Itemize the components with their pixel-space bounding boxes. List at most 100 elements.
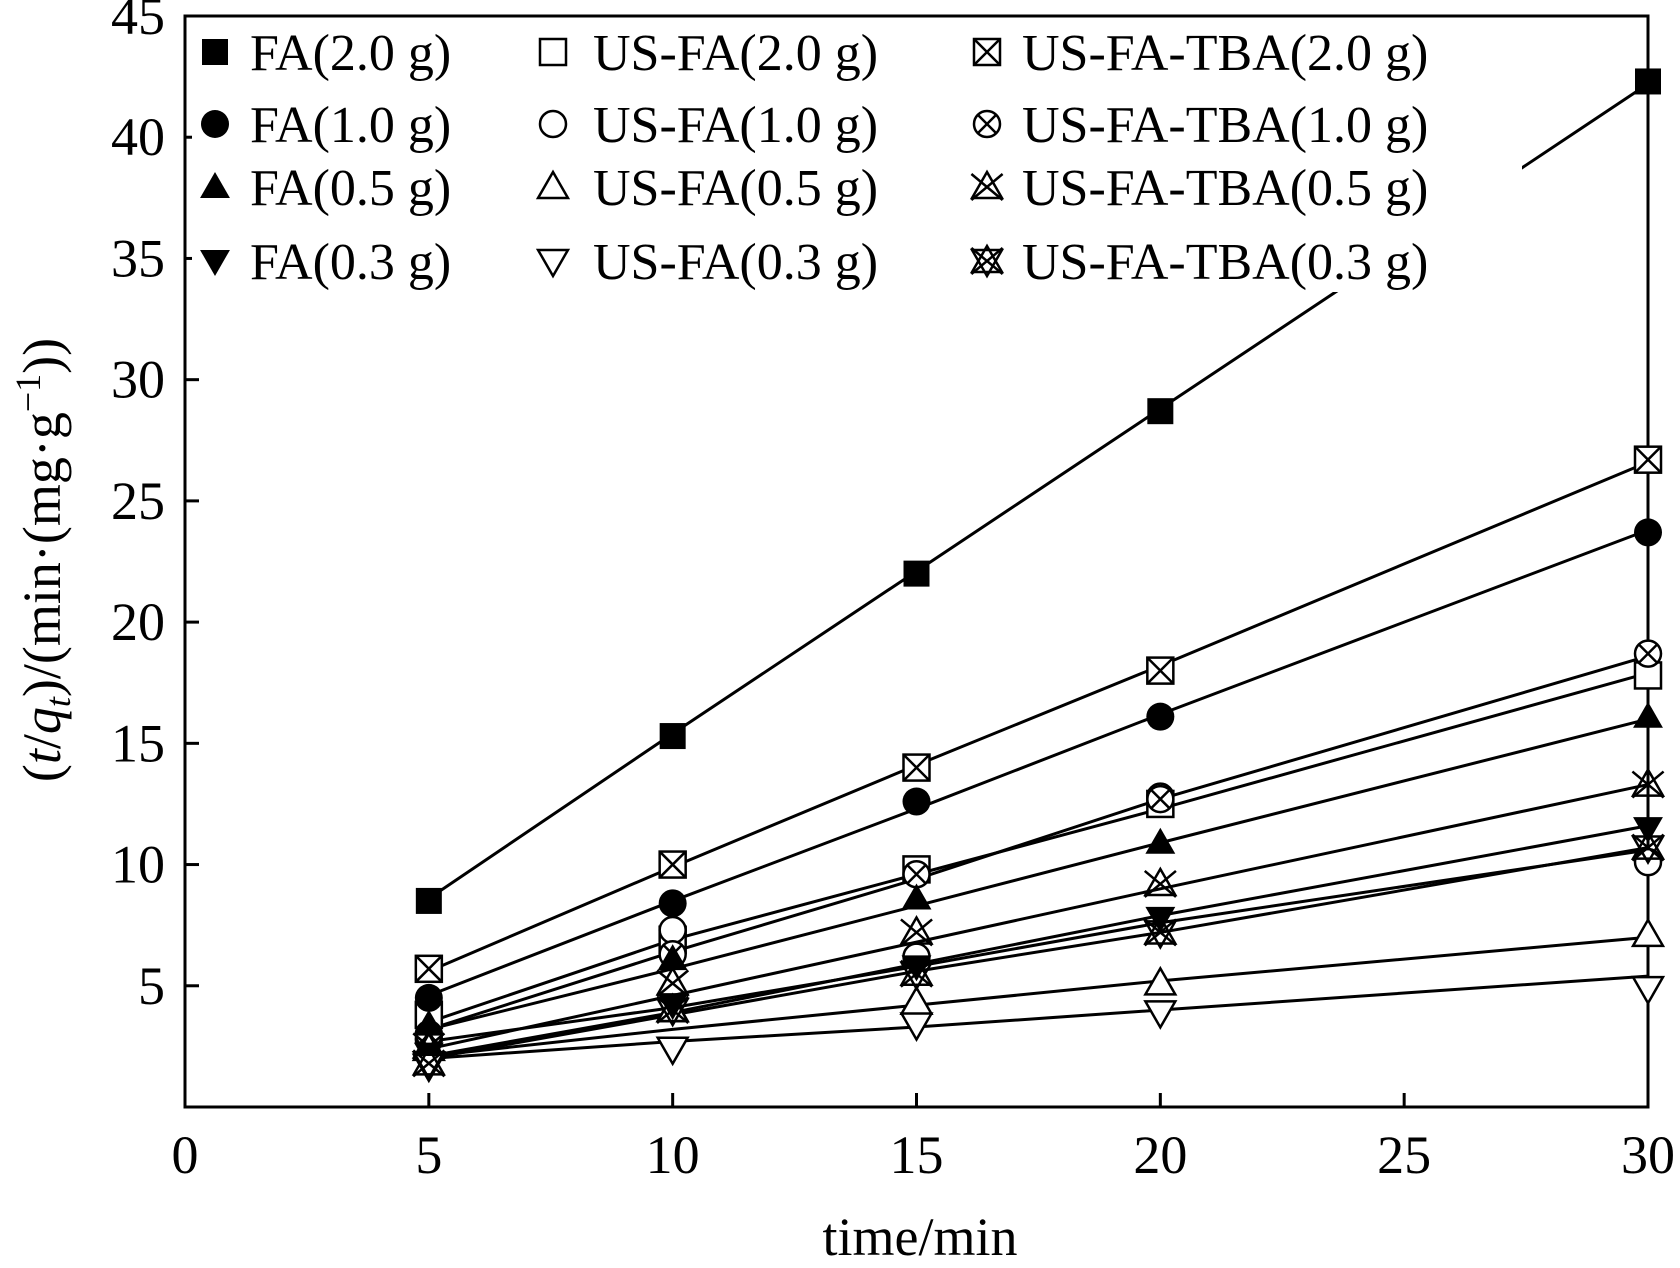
y-axis-title-q-subscript: t (38, 696, 78, 707)
y-tick-label: 5 (138, 956, 165, 1016)
data-point (1634, 518, 1662, 547)
data-point (901, 883, 932, 910)
y-axis-title-slash: / (12, 734, 72, 749)
series-line (428, 717, 1649, 1031)
data-point (411, 1045, 446, 1081)
x-tick-label: 30 (1621, 1125, 1675, 1185)
y-axis: 5 10 15 20 25 30 35 40 45 (111, 0, 199, 1016)
legend-label: FA(1.0 g) (250, 97, 451, 154)
legend-marker (538, 37, 568, 67)
legend-marker (200, 172, 230, 199)
legend-label: US-FA-TBA(1.0 g) (1022, 97, 1428, 154)
data-point (1635, 68, 1661, 95)
series-line (428, 824, 1649, 1058)
data-point (1633, 445, 1663, 474)
y-tick-label: 30 (111, 350, 165, 410)
data-point (414, 954, 444, 984)
data-point (899, 985, 934, 1016)
legend-label: US-FA-TBA(0.5 g) (1022, 160, 1428, 217)
y-axis-title-unit: )/(min·(mg·g (12, 412, 72, 697)
data-point (1146, 784, 1175, 814)
y-tick-label: 15 (111, 713, 165, 773)
data-point (1146, 702, 1175, 731)
legend-label: US-FA(0.3 g) (593, 234, 878, 291)
legend-label: US-FA(0.5 g) (593, 160, 878, 217)
legend-marker (972, 109, 1002, 139)
legend-marker (201, 110, 229, 138)
data-point (899, 914, 934, 947)
series-line (428, 935, 1649, 1058)
data-point (903, 560, 930, 587)
data-point (1633, 661, 1663, 690)
data-point (658, 889, 687, 918)
data-point (902, 753, 931, 782)
data-point (659, 723, 686, 750)
data-point (1143, 914, 1178, 950)
data-point (655, 1036, 690, 1067)
data-point (1630, 917, 1666, 948)
legend-label: FA(2.0 g) (250, 25, 451, 82)
data-point (658, 915, 687, 945)
x-tick-label: 20 (1133, 1125, 1187, 1185)
data-point (1146, 656, 1175, 685)
data-point (1143, 1000, 1178, 1030)
data-point (899, 1012, 934, 1043)
data-point (658, 850, 687, 879)
legend: FA(2.0 g) US-FA(2.0 g) US-FA-TBA(2.0 g) FA(… (192, 20, 1522, 292)
data-point (414, 983, 443, 1012)
data-point (657, 944, 688, 971)
x-tick-label: 25 (1377, 1125, 1431, 1185)
y-axis-title-t: t (12, 747, 72, 764)
legend-background (192, 20, 1522, 292)
legend-label: FA(0.3 g) (250, 234, 451, 291)
y-axis-title-open: ( (12, 764, 72, 782)
data-point (899, 956, 934, 992)
data-point (1630, 975, 1666, 1006)
legend-label: US-FA-TBA(2.0 g) (1022, 25, 1428, 82)
y-tick-label: 40 (111, 107, 165, 167)
data-point (1633, 639, 1663, 668)
data-point (655, 992, 690, 1028)
legend-marker (202, 39, 228, 65)
data-point (902, 787, 931, 816)
data-point (413, 1009, 444, 1036)
y-axis-title: (t/qt)/(min·(mg·g−1)) (8, 338, 78, 782)
data-point (1143, 866, 1178, 898)
legend-marker (969, 243, 1005, 279)
legend-marker (535, 169, 571, 200)
y-axis-title-q: q (12, 707, 72, 734)
legend-label: FA(0.5 g) (250, 160, 451, 217)
x-tick-label: 15 (890, 1125, 944, 1185)
data-point (415, 887, 442, 914)
legend-marker (969, 169, 1005, 201)
y-tick-label: 45 (111, 0, 165, 46)
x-axis: 0 5 10 15 20 25 30 (172, 1093, 1675, 1185)
data-markers (411, 68, 1666, 1084)
x-tick-label: 5 (415, 1125, 442, 1185)
data-point (1147, 398, 1174, 425)
data-point (1145, 827, 1176, 854)
y-axis-title-unit-superscript: −1 (8, 374, 48, 412)
y-tick-label: 35 (111, 228, 165, 288)
legend-label: US-FA(2.0 g) (593, 25, 878, 82)
series-line (428, 783, 1649, 1051)
data-point (657, 994, 688, 1021)
x-tick-label: 10 (646, 1125, 700, 1185)
legend-marker (535, 248, 571, 279)
data-point (1630, 767, 1666, 799)
legend-label: US-FA-TBA(0.3 g) (1022, 234, 1428, 291)
legend-marker (972, 37, 1002, 67)
data-point (1143, 965, 1178, 996)
data-point (1630, 830, 1666, 866)
y-tick-label: 20 (111, 592, 165, 652)
legend-marker (538, 109, 568, 139)
legend-marker (200, 249, 230, 276)
series-line (428, 460, 1649, 973)
y-tick-label: 10 (111, 835, 165, 895)
y-tick-label: 25 (111, 471, 165, 531)
x-axis-title: time/min (823, 1207, 1018, 1267)
x-tick-label: 0 (172, 1125, 199, 1185)
legend-label: US-FA(1.0 g) (593, 97, 878, 154)
series-line (428, 528, 1649, 997)
